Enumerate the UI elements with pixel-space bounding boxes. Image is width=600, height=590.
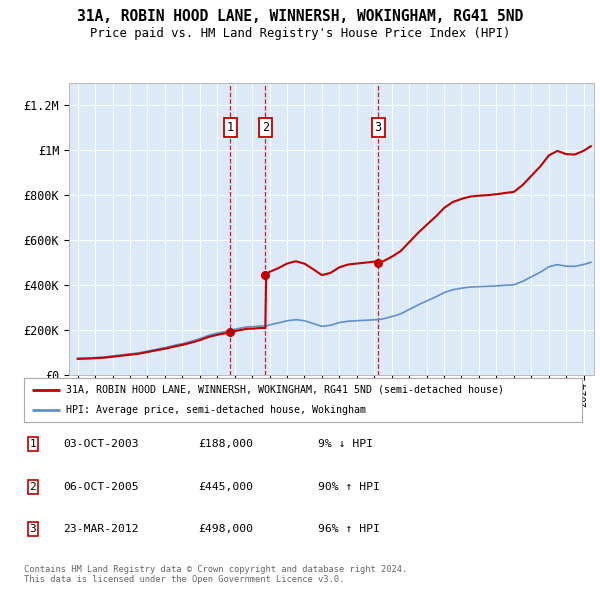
Text: £188,000: £188,000 [198,439,253,448]
Text: 03-OCT-2003: 03-OCT-2003 [63,439,139,448]
Text: 06-OCT-2005: 06-OCT-2005 [63,481,139,491]
Text: 90% ↑ HPI: 90% ↑ HPI [318,481,380,491]
Text: Contains HM Land Registry data © Crown copyright and database right 2024.
This d: Contains HM Land Registry data © Crown c… [24,565,407,584]
Text: 1: 1 [29,439,37,448]
Text: £498,000: £498,000 [198,525,253,534]
Text: 96% ↑ HPI: 96% ↑ HPI [318,525,380,534]
Text: 23-MAR-2012: 23-MAR-2012 [63,525,139,534]
Text: £445,000: £445,000 [198,481,253,491]
Text: 3: 3 [29,525,37,534]
Text: 2: 2 [29,481,37,491]
Text: HPI: Average price, semi-detached house, Wokingham: HPI: Average price, semi-detached house,… [66,405,366,415]
Text: 3: 3 [374,122,382,135]
Text: 9% ↓ HPI: 9% ↓ HPI [318,439,373,448]
Text: Price paid vs. HM Land Registry's House Price Index (HPI): Price paid vs. HM Land Registry's House … [90,27,510,40]
Text: 2: 2 [262,122,269,135]
Text: 31A, ROBIN HOOD LANE, WINNERSH, WOKINGHAM, RG41 5ND: 31A, ROBIN HOOD LANE, WINNERSH, WOKINGHA… [77,9,523,24]
Text: 1: 1 [227,122,234,135]
Text: 31A, ROBIN HOOD LANE, WINNERSH, WOKINGHAM, RG41 5ND (semi-detached house): 31A, ROBIN HOOD LANE, WINNERSH, WOKINGHA… [66,385,504,395]
